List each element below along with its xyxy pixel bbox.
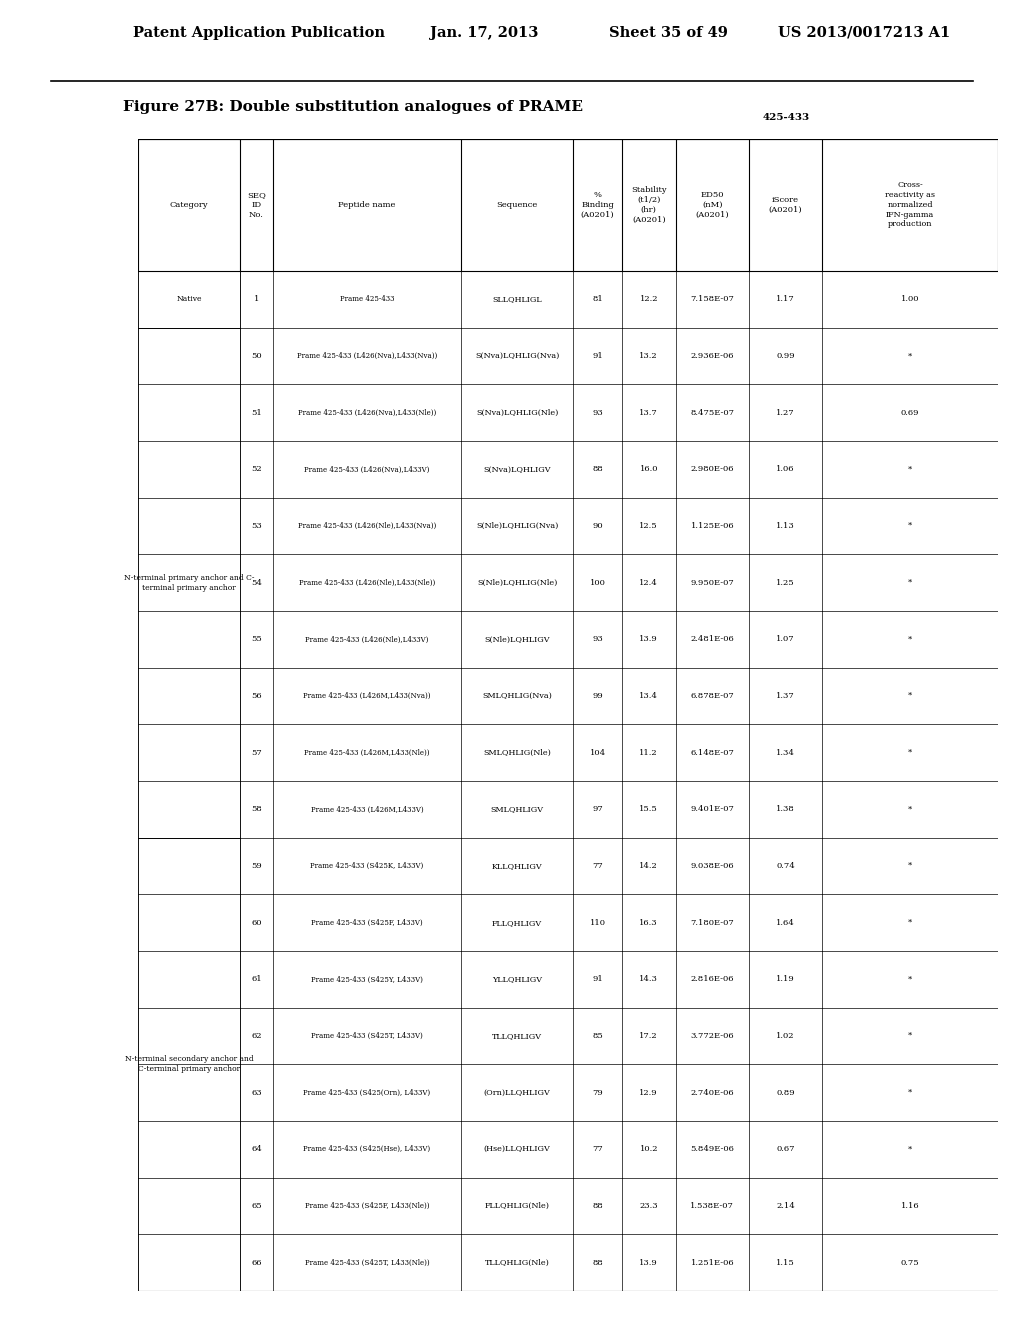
Text: S(Nle)LQHLIG(Nle): S(Nle)LQHLIG(Nle) [477, 578, 557, 586]
Text: S(Nva)LQHLIG(Nva): S(Nva)LQHLIG(Nva) [475, 352, 559, 360]
Text: 100: 100 [590, 578, 605, 586]
Text: 99: 99 [592, 692, 603, 700]
Text: 0.89: 0.89 [776, 1089, 795, 1097]
Text: 0.99: 0.99 [776, 352, 795, 360]
Text: 7.180E-07: 7.180E-07 [690, 919, 734, 927]
Text: 8.475E-07: 8.475E-07 [690, 409, 734, 417]
Text: Prame 425-433 (L426M,L433V): Prame 425-433 (L426M,L433V) [310, 805, 423, 813]
Text: 52: 52 [251, 466, 262, 474]
Text: 9.038E-06: 9.038E-06 [690, 862, 734, 870]
Text: 16.3: 16.3 [639, 919, 658, 927]
Text: S(Nva)LQHLIGV: S(Nva)LQHLIGV [483, 466, 551, 474]
Text: 53: 53 [251, 523, 262, 531]
Text: *: * [908, 1032, 912, 1040]
Text: 13.2: 13.2 [639, 352, 658, 360]
Text: Peptide name: Peptide name [338, 201, 395, 209]
Text: 1.15: 1.15 [776, 1259, 795, 1267]
Text: *: * [908, 919, 912, 927]
Text: Patent Application Publication: Patent Application Publication [133, 25, 385, 40]
Text: 2.14: 2.14 [776, 1203, 795, 1210]
Text: 62: 62 [251, 1032, 262, 1040]
Text: SEQ
ID
No.: SEQ ID No. [247, 191, 266, 219]
Text: 3.772E-06: 3.772E-06 [690, 1032, 734, 1040]
Text: 51: 51 [251, 409, 262, 417]
Text: 1.17: 1.17 [776, 296, 795, 304]
Text: Prame 425-433 (L426(Nle),L433(Nva)): Prame 425-433 (L426(Nle),L433(Nva)) [298, 523, 436, 531]
Text: 58: 58 [251, 805, 262, 813]
Text: *: * [908, 578, 912, 586]
Text: S(Nle)LQHLIGV: S(Nle)LQHLIGV [484, 635, 550, 643]
Text: 61: 61 [251, 975, 262, 983]
Text: 1.538E-07: 1.538E-07 [690, 1203, 734, 1210]
Text: 1.27: 1.27 [776, 409, 795, 417]
Text: Prame 425-433 (L426(Nva),L433V): Prame 425-433 (L426(Nva),L433V) [304, 466, 430, 474]
Text: 1.38: 1.38 [776, 805, 795, 813]
Text: 1.37: 1.37 [776, 692, 795, 700]
Text: Prame 425-433 (L426(Nva),L433(Nle)): Prame 425-433 (L426(Nva),L433(Nle)) [298, 409, 436, 417]
Text: 110: 110 [590, 919, 605, 927]
Text: 81: 81 [592, 296, 603, 304]
Text: *: * [908, 352, 912, 360]
Text: 88: 88 [592, 1259, 603, 1267]
Text: Prame 425-433 (S425T, L433V): Prame 425-433 (S425T, L433V) [311, 1032, 423, 1040]
Text: Stability
(t1/2)
(hr)
(A0201): Stability (t1/2) (hr) (A0201) [631, 186, 667, 223]
Text: 63: 63 [251, 1089, 262, 1097]
Text: Category: Category [170, 201, 208, 209]
Text: 14.3: 14.3 [639, 975, 658, 983]
Text: 11.2: 11.2 [639, 748, 658, 756]
Text: 23.3: 23.3 [639, 1203, 658, 1210]
Text: 12.5: 12.5 [639, 523, 658, 531]
Text: Prame 425-433 (L426M,L433(Nle)): Prame 425-433 (L426M,L433(Nle)) [304, 748, 430, 756]
Text: 1: 1 [254, 296, 259, 304]
Text: Prame 425-433 (S425Y, L433V): Prame 425-433 (S425Y, L433V) [311, 975, 423, 983]
Text: N-terminal secondary anchor and
C-terminal primary anchor: N-terminal secondary anchor and C-termin… [125, 1056, 253, 1073]
Text: 0.75: 0.75 [901, 1259, 920, 1267]
Text: 13.7: 13.7 [639, 409, 658, 417]
Text: 1.07: 1.07 [776, 635, 795, 643]
Text: 88: 88 [592, 466, 603, 474]
Text: Native: Native [176, 296, 202, 304]
Text: 16.0: 16.0 [640, 466, 658, 474]
Text: SMLQHLIGV: SMLQHLIGV [490, 805, 544, 813]
Text: 60: 60 [251, 919, 262, 927]
Text: 425-433: 425-433 [763, 114, 810, 123]
Text: *: * [908, 1146, 912, 1154]
Text: 17.2: 17.2 [639, 1032, 658, 1040]
Text: Cross-
reactivity as
normalized
IFN-gamma
production: Cross- reactivity as normalized IFN-gamm… [885, 181, 935, 228]
Text: 15.5: 15.5 [639, 805, 658, 813]
Text: iScore
(A0201): iScore (A0201) [769, 195, 803, 214]
Text: 2.980E-06: 2.980E-06 [690, 466, 734, 474]
Text: 1.16: 1.16 [901, 1203, 920, 1210]
Text: 6.148E-07: 6.148E-07 [690, 748, 734, 756]
Text: (Hse)LLQHLIGV: (Hse)LLQHLIGV [483, 1146, 551, 1154]
Text: 12.4: 12.4 [639, 578, 658, 586]
Text: Prame 425-433 (S425(Orn), L433V): Prame 425-433 (S425(Orn), L433V) [303, 1089, 431, 1097]
Text: Jan. 17, 2013: Jan. 17, 2013 [430, 25, 539, 40]
Text: Figure 27B: Double substitution analogues of PRAME: Figure 27B: Double substitution analogue… [123, 100, 583, 114]
Text: 1.00: 1.00 [901, 296, 920, 304]
Text: TLLQHLIGV: TLLQHLIGV [493, 1032, 542, 1040]
Text: Sequence: Sequence [497, 201, 538, 209]
Text: 2.740E-06: 2.740E-06 [690, 1089, 734, 1097]
Text: 88: 88 [592, 1203, 603, 1210]
Text: 1.64: 1.64 [776, 919, 795, 927]
Text: 1.25: 1.25 [776, 578, 795, 586]
Text: US 2013/0017213 A1: US 2013/0017213 A1 [778, 25, 950, 40]
Text: N-terminal primary anchor and C-
terminal primary anchor: N-terminal primary anchor and C- termina… [124, 574, 254, 591]
Text: S(Nva)LQHLIG(Nle): S(Nva)LQHLIG(Nle) [476, 409, 558, 417]
Text: YLLQHLIGV: YLLQHLIGV [493, 975, 542, 983]
Text: 12.2: 12.2 [640, 296, 658, 304]
Text: Prame 425-433 (S425F, L433(Nle)): Prame 425-433 (S425F, L433(Nle)) [305, 1203, 429, 1210]
Text: 66: 66 [251, 1259, 262, 1267]
Text: 7.158E-07: 7.158E-07 [690, 296, 734, 304]
Text: 13.9: 13.9 [639, 1259, 658, 1267]
Text: 59: 59 [251, 862, 262, 870]
Text: *: * [908, 975, 912, 983]
Text: 104: 104 [590, 748, 605, 756]
Text: *: * [908, 1089, 912, 1097]
Text: 0.74: 0.74 [776, 862, 795, 870]
Text: 77: 77 [592, 862, 603, 870]
Text: 90: 90 [592, 523, 603, 531]
Text: SMLQHLIG(Nva): SMLQHLIG(Nva) [482, 692, 552, 700]
Text: TLLQHLIG(Nle): TLLQHLIG(Nle) [484, 1259, 550, 1267]
